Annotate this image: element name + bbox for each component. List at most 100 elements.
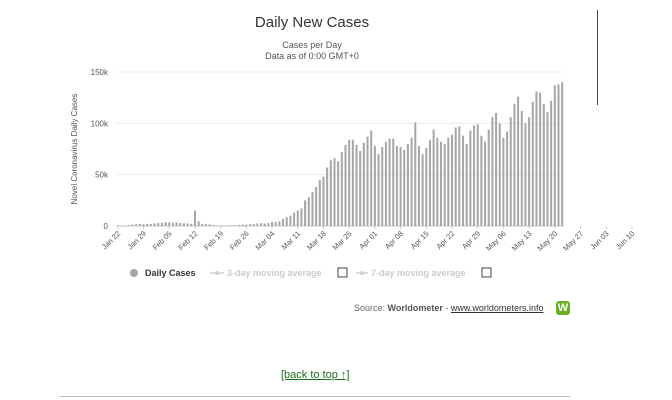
bar <box>168 222 171 226</box>
y-axis-title: Novel Coronavirus Daily Cases <box>70 94 79 205</box>
bar <box>263 223 266 226</box>
bar <box>124 225 127 226</box>
bar <box>550 100 553 226</box>
legend-checkbox-7-day[interactable] <box>481 267 492 278</box>
x-tick-label: Apr 15 <box>409 229 431 251</box>
bar <box>329 160 332 226</box>
source-credit: Source: Worldometer - www.worldometers.i… <box>354 303 543 313</box>
chart-subtitle-line-1: Cases per Day <box>282 40 342 50</box>
bar <box>491 117 494 226</box>
bar <box>160 222 163 226</box>
bar <box>245 224 248 226</box>
chart-title: Daily New Cases <box>255 14 369 31</box>
bar <box>561 82 564 227</box>
bar <box>278 221 281 226</box>
bar <box>230 225 233 226</box>
bar <box>414 122 417 226</box>
bar <box>296 210 299 226</box>
bar <box>388 138 391 226</box>
bar <box>146 223 149 226</box>
bar <box>384 141 387 226</box>
bar <box>300 208 303 226</box>
bar <box>506 131 509 226</box>
bar <box>193 210 196 226</box>
bar <box>450 134 454 226</box>
legend-marker-7-day[interactable] <box>360 271 364 275</box>
source-separator: - <box>445 303 449 313</box>
bar <box>138 223 141 226</box>
x-tick-label: Apr 22 <box>434 229 456 251</box>
bar <box>403 150 406 226</box>
source-name: Worldometer <box>387 303 443 313</box>
bar <box>502 137 505 226</box>
bar <box>473 125 476 226</box>
bar <box>421 154 424 226</box>
legend[interactable]: Daily Cases 3-day moving average 7-day mov… <box>130 267 492 278</box>
x-tick-label: Feb 26 <box>228 229 251 252</box>
x-tick-label: Mar 11 <box>280 229 302 251</box>
bar <box>274 222 277 226</box>
bar <box>410 137 413 226</box>
x-tick-label: Mar 04 <box>254 229 277 252</box>
bar <box>271 221 274 226</box>
bar <box>149 223 152 226</box>
horizontal-rule <box>60 396 570 397</box>
x-tick-label: Feb 05 <box>151 229 174 252</box>
x-tick-label: Jun 03 <box>588 229 610 251</box>
bar <box>116 225 119 226</box>
bar <box>226 225 230 226</box>
x-tick-label: Jun 10 <box>614 229 636 251</box>
legend-marker-3-day[interactable] <box>215 271 219 275</box>
x-tick-label: May 20 <box>535 229 559 253</box>
bar <box>465 143 468 226</box>
bar <box>370 130 373 226</box>
bar <box>454 127 457 226</box>
y-tick-label: 100k <box>91 119 109 128</box>
bar <box>171 222 174 226</box>
bar <box>204 224 207 226</box>
source-link[interactable]: www.worldometers.info <box>450 303 544 313</box>
bar <box>219 225 222 226</box>
x-tick-label: May 27 <box>561 229 585 253</box>
bar <box>513 103 516 226</box>
bar <box>142 224 145 226</box>
bar <box>495 113 498 226</box>
back-to-top-link[interactable]: [back to top ↑] <box>281 369 350 381</box>
bar <box>373 145 376 226</box>
bar <box>428 139 431 226</box>
legend-label-7-day-moving-average[interactable]: 7-day moving average <box>371 268 466 278</box>
legend-checkbox-3-day[interactable] <box>337 267 348 278</box>
bar <box>443 143 446 226</box>
bar <box>535 91 538 226</box>
bar <box>351 139 354 226</box>
bar <box>520 111 523 226</box>
legend-marker-daily-cases[interactable] <box>130 269 138 277</box>
bar <box>476 124 479 226</box>
bar <box>318 179 321 226</box>
bar <box>531 101 534 226</box>
bar <box>469 130 472 226</box>
x-tick-label: Jan 22 <box>100 229 122 251</box>
bar <box>381 146 384 226</box>
bar <box>480 135 483 226</box>
bar <box>509 117 512 226</box>
worldometer-logo-icon[interactable]: W <box>556 301 570 315</box>
bar <box>315 186 318 226</box>
y-tick-label: 0 <box>104 222 109 231</box>
legend-label-3-day-moving-average[interactable]: 3-day moving average <box>227 268 322 278</box>
divider-line <box>597 10 598 105</box>
y-axis-ticks: 0 50k 100k 150k <box>91 68 109 231</box>
bar <box>304 200 307 226</box>
bar <box>322 176 325 226</box>
bar <box>127 225 130 226</box>
x-tick-label: Apr 29 <box>460 229 482 251</box>
bar <box>377 154 380 226</box>
bar <box>557 84 560 226</box>
bar <box>153 223 156 226</box>
bar <box>249 224 252 226</box>
legend-label-daily-cases[interactable]: Daily Cases <box>145 268 196 278</box>
bar <box>553 85 556 226</box>
x-tick-label: Apr 01 <box>357 229 379 251</box>
bar <box>340 152 343 226</box>
